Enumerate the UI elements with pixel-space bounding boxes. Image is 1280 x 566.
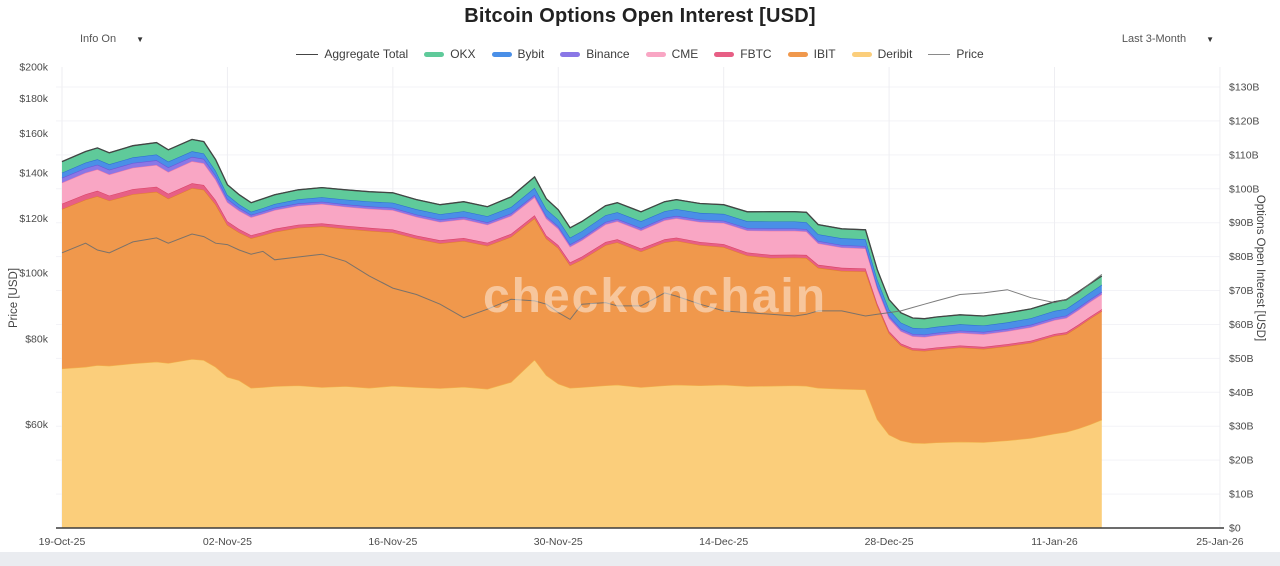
legend-item-ibit[interactable]: IBIT	[787, 47, 836, 61]
right-axis-tick: $60B	[1229, 319, 1254, 331]
aggregate-total-line	[61, 138, 1103, 320]
area-cme	[62, 161, 1102, 349]
legend-swatch	[560, 51, 581, 57]
legend-label: FBTC	[740, 47, 772, 61]
left-axis-tick: $140k	[19, 167, 48, 179]
legend-swatch	[645, 51, 666, 57]
legend-label: OKX	[450, 47, 476, 61]
bottom-strip	[0, 552, 1280, 566]
x-axis-tick: 14-Dec-25	[699, 536, 748, 548]
right-axis-tick: $70B	[1229, 285, 1254, 297]
legend-item-binance[interactable]: Binance	[560, 47, 630, 61]
right-axis-tick: $100B	[1229, 183, 1259, 195]
x-axis-tick: 11-Jan-26	[1031, 536, 1078, 548]
right-axis-tick: $80B	[1229, 251, 1254, 263]
left-axis-tick: $200k	[19, 62, 48, 74]
chevron-down-icon: ▼	[136, 34, 144, 44]
right-axis-title: Options Open Interest [USD]	[1254, 194, 1266, 342]
legend-swatch	[491, 51, 512, 57]
legend-swatch	[928, 53, 951, 55]
left-axis-tick: $100k	[19, 267, 48, 279]
legend-item-bybit[interactable]: Bybit	[491, 47, 545, 61]
range-select-dropdown[interactable]: Last 3-Month ▼	[1113, 30, 1222, 48]
price-line	[61, 233, 1103, 321]
left-axis-tick: $60k	[25, 419, 49, 431]
right-axis-tick: $0	[1229, 523, 1241, 535]
x-axis-tick: 28-Dec-25	[865, 536, 914, 548]
area-fbtc	[62, 183, 1102, 351]
legend-label: Bybit	[517, 47, 545, 61]
right-axis-tick: $10B	[1229, 489, 1254, 501]
legend-item-deribit[interactable]: Deribit	[851, 47, 913, 61]
x-axis-tick: 19-Oct-25	[39, 536, 86, 548]
info-toggle-label: Info On	[80, 33, 117, 45]
right-axis-tick: $110B	[1229, 149, 1259, 161]
x-axis-tick: 25-Jan-26	[1196, 536, 1243, 548]
right-axis-tick: $30B	[1229, 421, 1254, 433]
legend-item-okx[interactable]: OKX	[424, 47, 476, 61]
right-axis-tick: $20B	[1229, 455, 1254, 467]
area-ibit	[62, 188, 1102, 444]
legend-swatch	[714, 51, 735, 57]
right-axis-tick: $50B	[1229, 353, 1254, 365]
legend-label: CME	[671, 47, 699, 61]
info-toggle-dropdown[interactable]: Info On ▼	[72, 30, 152, 48]
left-axis-tick: $120k	[19, 213, 48, 225]
x-axis-tick: 16-Nov-25	[368, 536, 417, 548]
left-axis-tick: $180k	[19, 93, 48, 105]
legend-item-fbtc[interactable]: FBTC	[714, 47, 772, 61]
page-title: Bitcoin Options Open Interest [USD]	[464, 5, 816, 27]
legend-swatch	[851, 51, 872, 57]
legend-label: IBIT	[813, 47, 836, 61]
legend-item-aggregate-total[interactable]: Aggregate Total	[296, 47, 408, 61]
legend-swatch	[424, 51, 445, 57]
left-axis-tick: $80k	[25, 334, 49, 346]
legend-label: Aggregate Total	[324, 47, 409, 61]
range-select-label: Last 3-Month	[1121, 33, 1187, 45]
legend-item-cme[interactable]: CME	[645, 47, 699, 61]
right-axis-tick: $40B	[1229, 387, 1254, 399]
area-okx	[62, 139, 1102, 329]
watermark: checkonchain	[483, 270, 827, 323]
x-axis-tick: 02-Nov-25	[203, 536, 252, 548]
right-axis-tick: $130B	[1229, 82, 1259, 94]
legend-label: Deribit	[877, 47, 913, 61]
right-axis-tick: $90B	[1229, 217, 1254, 229]
left-axis-tick: $160k	[19, 128, 48, 140]
legend: Aggregate Total OKX Bybit Binance CME FBTC IBI…	[0, 47, 1280, 61]
legend-swatch	[296, 53, 319, 55]
legend-swatch	[787, 51, 808, 57]
left-axis-title: Price [USD]	[8, 267, 20, 329]
chevron-down-icon: ▼	[1206, 34, 1214, 44]
x-axis-tick: 30-Nov-25	[534, 536, 583, 548]
legend-label: Binance	[586, 47, 630, 61]
legend-label: Price	[956, 47, 984, 61]
area-deribit	[62, 359, 1102, 528]
legend-item-price[interactable]: Price	[928, 47, 984, 61]
right-axis-tick: $120B	[1229, 115, 1259, 127]
